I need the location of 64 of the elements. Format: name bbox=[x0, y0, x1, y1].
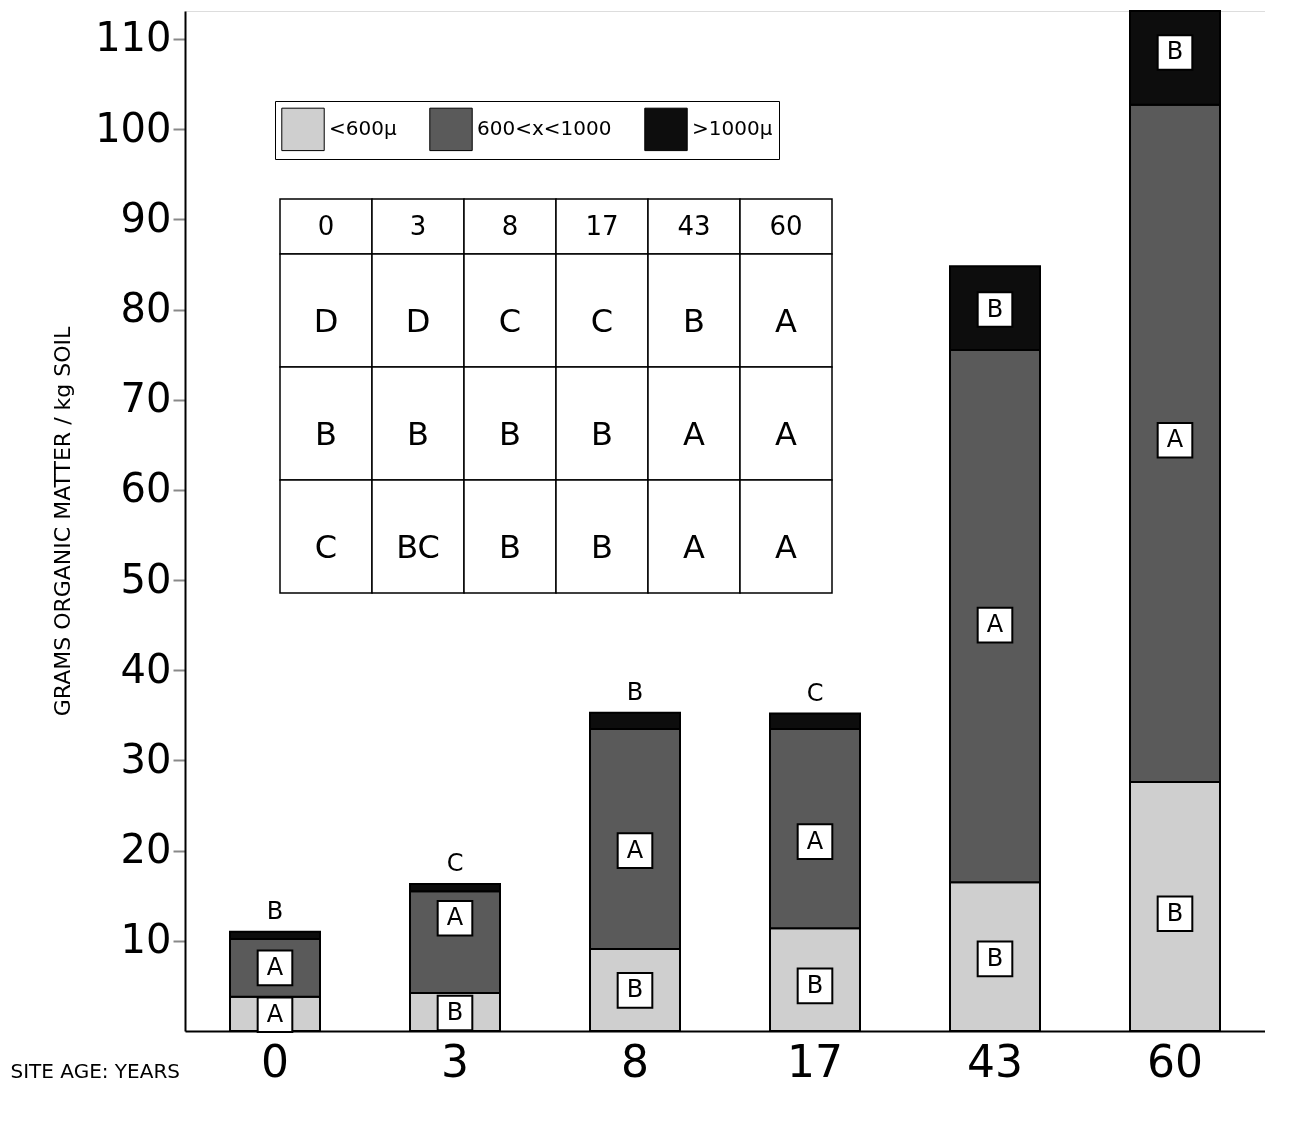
annotation: B bbox=[407, 414, 429, 453]
annotation: A bbox=[806, 826, 824, 855]
annotation: 3 bbox=[409, 210, 427, 241]
x-tick-label: 3 bbox=[441, 1035, 469, 1087]
annotation: A bbox=[266, 952, 284, 981]
annotation: B bbox=[683, 301, 705, 340]
annotation: C bbox=[806, 678, 824, 707]
y-tick-label: 30 bbox=[120, 735, 172, 782]
annotation: A bbox=[775, 527, 798, 566]
annotation: A bbox=[775, 301, 798, 340]
annotation: B bbox=[1166, 898, 1184, 927]
annotation: A bbox=[626, 835, 644, 864]
legend-label: >1000μ bbox=[692, 116, 773, 141]
legend-label: 600<x<1000 bbox=[477, 116, 612, 141]
annotation: B bbox=[266, 896, 284, 925]
x-tick-label: 0 bbox=[261, 1035, 289, 1087]
y-tick-label: 70 bbox=[120, 375, 172, 422]
annotation: A bbox=[266, 999, 284, 1028]
annotation: B bbox=[806, 970, 824, 999]
annotation: B bbox=[499, 414, 521, 453]
y-tick-label: 100 bbox=[95, 104, 172, 151]
annotation: 60 bbox=[769, 210, 803, 241]
annotation: A bbox=[1166, 425, 1184, 454]
annotation: 8 bbox=[501, 210, 519, 241]
y-tick-label: 60 bbox=[120, 465, 172, 512]
y-tick-label: 40 bbox=[120, 645, 172, 692]
annotation: 17 bbox=[585, 210, 619, 241]
annotation: B bbox=[986, 294, 1004, 323]
annotation: A bbox=[683, 414, 706, 453]
y-tick-label: 50 bbox=[120, 555, 172, 602]
annotation: B bbox=[591, 414, 613, 453]
annotation: B bbox=[591, 527, 613, 566]
annotation: A bbox=[446, 903, 464, 932]
y-tick-label: 20 bbox=[120, 826, 172, 873]
annotation: A bbox=[683, 527, 706, 566]
annotation: B bbox=[1166, 37, 1184, 66]
x-tick-label: 60 bbox=[1147, 1035, 1203, 1087]
y-axis-title: GRAMS ORGANIC MATTER / kg SOIL bbox=[50, 325, 76, 717]
x-tick-label: 8 bbox=[621, 1035, 649, 1087]
x-axis-title: SITE AGE: YEARS bbox=[10, 1058, 180, 1083]
annotation: C bbox=[314, 527, 338, 566]
annotation: A bbox=[775, 414, 798, 453]
annotation: BC bbox=[396, 527, 440, 566]
annotation: B bbox=[315, 414, 337, 453]
annotation: C bbox=[498, 301, 522, 340]
y-tick-label: 80 bbox=[120, 285, 172, 332]
annotation: B bbox=[446, 997, 464, 1026]
y-tick-label: 10 bbox=[120, 916, 172, 963]
y-tick-label: 90 bbox=[120, 194, 172, 241]
annotation: A bbox=[986, 610, 1004, 639]
annotation: B bbox=[626, 975, 644, 1004]
annotation: 43 bbox=[677, 210, 711, 241]
annotation: 0 bbox=[317, 210, 335, 241]
annotation: C bbox=[590, 301, 614, 340]
annotation: B bbox=[626, 677, 644, 706]
annotation: D bbox=[405, 301, 431, 340]
y-tick-label: 110 bbox=[95, 14, 172, 61]
annotation: D bbox=[313, 301, 339, 340]
x-tick-label: 43 bbox=[967, 1035, 1023, 1087]
annotation: B bbox=[499, 527, 521, 566]
legend-label: <600μ bbox=[329, 116, 397, 141]
x-tick-label: 17 bbox=[787, 1035, 843, 1087]
annotation: C bbox=[446, 849, 464, 877]
annotation: B bbox=[986, 943, 1004, 972]
